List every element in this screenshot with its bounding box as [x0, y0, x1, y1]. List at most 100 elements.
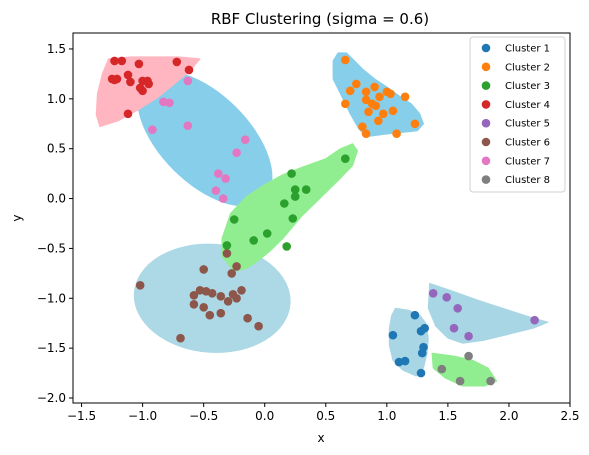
cluster-6-point: [189, 291, 199, 300]
legend-label-cluster-5: Cluster 5: [505, 119, 550, 130]
cluster-2-point: [370, 82, 379, 92]
legend-box: [469, 36, 566, 193]
cluster-3-point: [290, 185, 300, 194]
cluster-2-point: [386, 89, 395, 99]
cluster-6-point: [227, 269, 236, 278]
cluster-5-point: [428, 289, 438, 298]
legend-label-cluster-4: Cluster 4: [505, 100, 550, 111]
data-points: [107, 55, 539, 386]
cluster-3-point: [282, 242, 292, 251]
cluster-3-point: [249, 236, 258, 245]
cluster-6-region: [133, 243, 291, 353]
cluster-6-point: [216, 292, 226, 301]
legend-marker-cluster-3: [481, 81, 491, 90]
x-tick-label: 0.0: [255, 409, 274, 423]
cluster-4-point: [143, 76, 152, 86]
x-tick-label: 1.5: [438, 409, 457, 423]
cluster-7-point: [214, 169, 223, 178]
cluster-2-point: [388, 106, 398, 116]
legend-marker-cluster-1: [481, 43, 491, 53]
cluster-3-point: [222, 241, 232, 250]
cluster-7-point: [240, 135, 250, 144]
x-tick-label: 1.0: [377, 409, 396, 423]
x-tick-label: −1.5: [67, 409, 96, 423]
cluster-7-point: [183, 76, 193, 86]
cluster-7-point: [218, 194, 228, 203]
legend-label-cluster-1: Cluster 1: [505, 44, 550, 55]
cluster-2-point: [341, 55, 350, 65]
cluster-3-point: [290, 192, 300, 201]
legend-label-cluster-3: Cluster 3: [505, 81, 550, 92]
legend-marker-cluster-8: [481, 175, 491, 184]
cluster-2-point: [358, 122, 367, 131]
cluster-6-point: [222, 249, 232, 258]
cluster-2-point: [378, 109, 388, 119]
cluster-2-point: [371, 101, 381, 111]
cluster-4-point: [126, 77, 135, 87]
cluster-6-point: [176, 333, 185, 343]
legend-marker-cluster-7: [481, 156, 491, 166]
cluster-1-point: [410, 310, 420, 320]
cluster-4-point: [110, 75, 119, 85]
y-axis: 1.5 1.0 0.5 0.0 −0.5 −1.0 −1.5 −2.0: [37, 42, 73, 405]
y-tick-label: −0.5: [37, 241, 66, 255]
cluster-5-point: [449, 323, 459, 333]
cluster-6-point: [189, 300, 199, 309]
cluster-2-point: [345, 86, 355, 96]
cluster-1-point: [400, 356, 410, 366]
cluster-4-point: [110, 56, 119, 66]
cluster-6-point: [199, 265, 208, 274]
cluster-4-point: [172, 57, 182, 67]
cluster-7-point: [232, 148, 241, 157]
cluster-2-point: [341, 99, 350, 109]
cluster-3-point: [262, 229, 272, 238]
cluster-6-point: [205, 310, 215, 320]
y-tick-label: 1.0: [47, 92, 66, 106]
cluster-7-point: [148, 125, 157, 134]
x-tick-label: −0.5: [189, 409, 218, 423]
cluster-8-point: [486, 376, 495, 386]
cluster-3-point: [341, 154, 350, 163]
y-tick-label: 0.5: [47, 142, 66, 156]
cluster-3-point: [280, 199, 289, 208]
y-tick-label: −1.0: [37, 291, 66, 305]
cluster-7-point: [221, 174, 230, 183]
cluster-4-point: [138, 86, 147, 96]
cluster-5-point: [453, 304, 463, 313]
cluster-5-point: [530, 315, 539, 325]
legend-label-cluster-2: Cluster 2: [505, 62, 550, 73]
cluster-7-point: [211, 186, 221, 195]
x-tick-label: 0.5: [316, 409, 335, 423]
y-tick-label: −2.0: [37, 391, 66, 405]
cluster-4-point: [117, 56, 127, 66]
legend-marker-cluster-6: [481, 137, 491, 147]
cluster-3-point: [287, 169, 296, 178]
cluster-7-point: [165, 98, 174, 108]
cluster-3-point: [229, 215, 239, 224]
legend-marker-cluster-2: [481, 62, 491, 72]
cluster-6-point: [243, 313, 252, 323]
cluster-5-region: [427, 282, 549, 344]
x-tick-label: 2.5: [560, 409, 579, 423]
y-tick-label: −1.5: [37, 341, 66, 355]
cluster-6-point: [199, 303, 208, 312]
cluster-8-point: [455, 376, 465, 386]
cluster-6-point: [232, 294, 241, 303]
cluster-6-point: [216, 308, 226, 318]
cluster-8-point: [464, 351, 473, 361]
cluster-1-region: [388, 307, 429, 377]
y-tick-label: 0.0: [47, 192, 66, 206]
cluster-2-point: [361, 129, 371, 138]
cluster-6-point: [207, 289, 217, 298]
cluster-2-point: [361, 87, 371, 97]
cluster-8-point: [437, 364, 447, 374]
y-axis-label: y: [10, 214, 24, 221]
cluster-2-point: [364, 107, 373, 117]
cluster-2-point: [392, 129, 401, 138]
cluster-1-point: [419, 342, 428, 352]
cluster-5-point: [442, 293, 452, 302]
x-tick-label: 2.0: [499, 409, 518, 423]
cluster-1-point: [388, 330, 398, 340]
